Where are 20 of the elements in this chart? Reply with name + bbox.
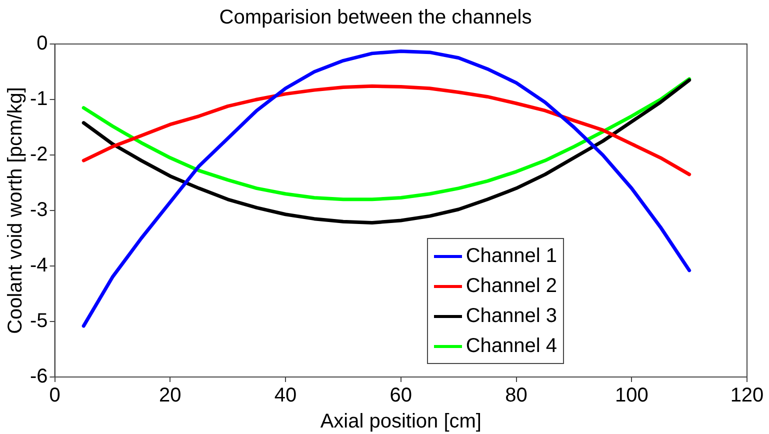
- x-tick-label: 40: [274, 384, 297, 407]
- x-tick-label: 60: [390, 384, 412, 407]
- y-tick-label: -4: [30, 254, 48, 277]
- legend-label: Channel 4: [466, 334, 557, 359]
- y-tick-label: -2: [30, 144, 48, 166]
- x-tick-label: 120: [730, 384, 764, 407]
- y-tick-label: -5: [30, 310, 48, 332]
- x-tick-label: 100: [614, 384, 648, 407]
- x-axis-title: Axial position [cm]: [320, 410, 482, 433]
- x-tick-label: 80: [505, 384, 528, 407]
- y-tick-label: -3: [30, 199, 48, 222]
- legend-label: Channel 2: [466, 274, 557, 299]
- legend-label: Channel 1: [466, 244, 557, 269]
- y-tick-label: -1: [30, 88, 48, 110]
- legend-label: Channel 3: [466, 304, 557, 329]
- chart-title: Comparision between the channels: [219, 6, 532, 29]
- x-tick-label: 20: [159, 384, 182, 407]
- y-tick-label: 0: [36, 32, 48, 55]
- y-axis-title: Coolant void worth [pcm/kg]: [4, 87, 27, 334]
- y-tick-label: -6: [30, 366, 48, 388]
